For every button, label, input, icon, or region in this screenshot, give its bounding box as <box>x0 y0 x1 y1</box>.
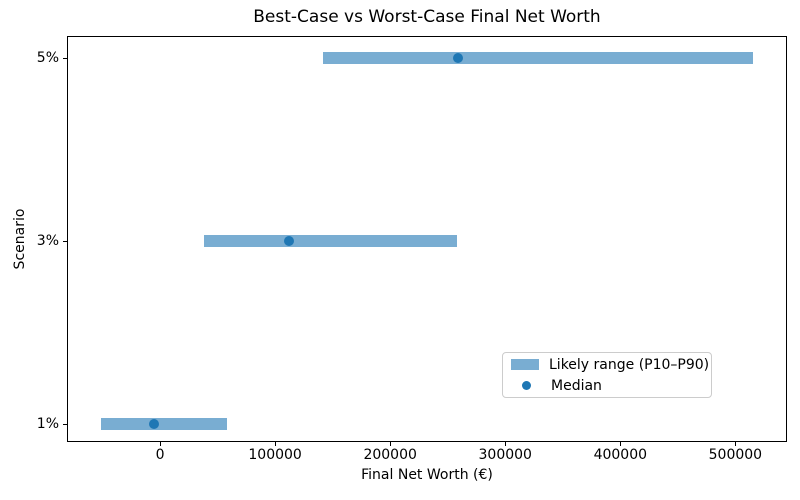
chart-title: Best-Case vs Worst-Case Final Net Worth <box>253 7 601 27</box>
x-tick-label: 100000 <box>248 447 302 463</box>
x-tick-label: 400000 <box>593 447 648 463</box>
legend-label-median: Median <box>551 377 602 394</box>
y-tick-label: 1% <box>36 416 59 432</box>
x-tick-mark <box>389 442 391 446</box>
x-tick-label: 0 <box>155 447 165 463</box>
x-tick-mark <box>734 442 736 446</box>
x-axis-label: Final Net Worth (€) <box>361 467 493 483</box>
range-swatch-icon <box>511 359 539 370</box>
range-bar-5% <box>323 52 753 64</box>
legend-entry-median: Median <box>511 376 703 395</box>
range-bar-3% <box>203 235 457 247</box>
median-dot-icon <box>521 381 531 390</box>
x-tick-mark <box>504 442 506 446</box>
y-tick-label: 5% <box>36 50 59 66</box>
legend-key <box>511 381 541 390</box>
legend: Likely range (P10–P90) Median <box>502 352 712 398</box>
median-dot-3% <box>283 236 294 246</box>
y-tick-mark <box>63 423 67 425</box>
x-tick-label: 500000 <box>708 447 763 463</box>
y-tick-mark <box>63 57 67 59</box>
x-tick-mark <box>159 442 161 446</box>
legend-entry-range: Likely range (P10–P90) <box>511 355 709 374</box>
x-tick-mark <box>274 442 276 446</box>
x-tick-label: 300000 <box>478 447 532 463</box>
x-tick-label: 200000 <box>363 447 417 463</box>
plot-area: 0 100000 200000 300000 400000 500000 1% 3% 5% <box>37 36 787 463</box>
range-bar-1% <box>101 418 227 430</box>
y-tick-mark <box>63 240 67 242</box>
y-axis-label: Scenario <box>12 208 28 270</box>
median-dot-5% <box>453 53 464 63</box>
legend-label-range: Likely range (P10–P90) <box>549 356 710 373</box>
x-tick-mark <box>619 442 621 446</box>
y-tick-label: 3% <box>36 233 59 249</box>
legend-key <box>511 359 539 370</box>
median-dot-1% <box>149 419 160 429</box>
